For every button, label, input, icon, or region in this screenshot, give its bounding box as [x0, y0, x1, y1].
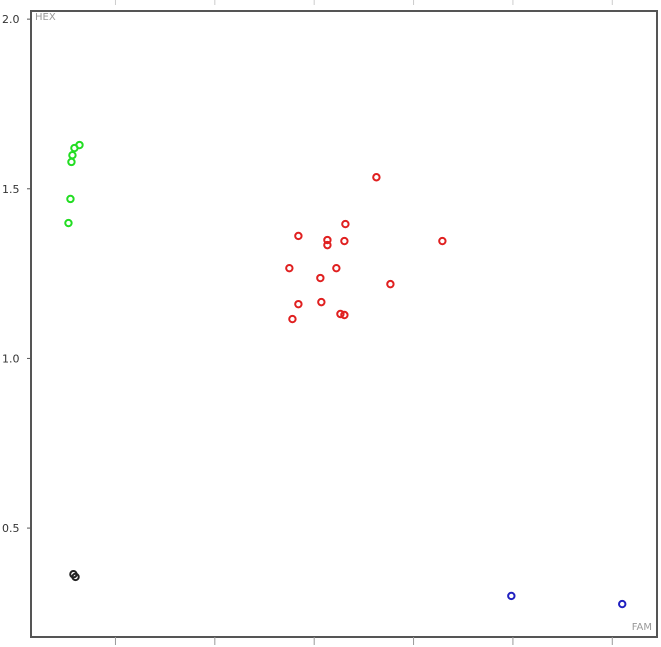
point: [71, 572, 80, 582]
point: [285, 263, 294, 273]
point: [372, 173, 381, 182]
point: [64, 218, 73, 228]
point: [340, 310, 349, 320]
point: [68, 151, 77, 160]
point: [75, 140, 84, 150]
point: [66, 194, 75, 204]
y-tick-label: 2.0: [2, 13, 20, 26]
point: [288, 314, 297, 324]
point: [323, 235, 332, 245]
point: [336, 309, 345, 319]
point: [323, 240, 332, 250]
y-axis-label: HEX: [35, 12, 56, 23]
point: [317, 297, 326, 307]
point: [332, 263, 341, 273]
point: [386, 279, 395, 289]
point: [618, 599, 627, 609]
y-tick-label: 0.5: [2, 522, 20, 535]
y-tick-label: 1.0: [2, 352, 20, 365]
point: [294, 231, 303, 241]
point: [67, 157, 76, 167]
point: [341, 219, 350, 229]
point: [294, 299, 303, 309]
point: [340, 236, 349, 246]
point: [316, 273, 325, 283]
point: [438, 236, 447, 246]
plot-frame: [30, 10, 658, 638]
point: [507, 591, 516, 601]
y-tick-label: 1.5: [2, 183, 20, 196]
x-axis-label: FAM: [632, 622, 652, 633]
